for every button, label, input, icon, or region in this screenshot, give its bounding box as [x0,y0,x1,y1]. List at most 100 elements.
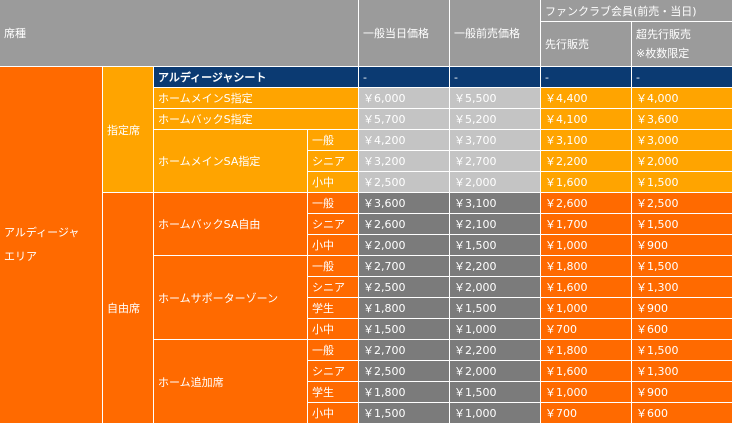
price-cell: - [450,67,541,88]
category-cell: シニア [308,151,359,172]
category-cell: 学生 [308,298,359,319]
price-cell: ￥1,500 [359,403,450,424]
price-cell: ￥900 [632,382,733,403]
category-cell: 小中 [308,403,359,424]
price-cell: ￥1,500 [632,172,733,193]
price-table: 席種 一般当日価格 一般前売価格 ファンクラブ会員(前売・当日) 先行販売 超先… [0,0,733,424]
category-cell: 小中 [308,172,359,193]
price-cell: ￥1,800 [359,298,450,319]
price-cell: ￥3,100 [541,130,632,151]
seat-home-supporter-zone: ホームサポーターゾーン [154,256,308,340]
price-cell: ￥2,000 [450,277,541,298]
seat-home-extra: ホーム追加席 [154,340,308,424]
area-label-line2: エリア [4,250,37,263]
price-cell: ￥2,200 [450,256,541,277]
price-cell: ￥2,500 [359,361,450,382]
price-cell: ￥1,500 [632,214,733,235]
price-cell: - [541,67,632,88]
price-cell: ￥1,500 [450,382,541,403]
header-general-advance-price: 一般前売価格 [450,0,541,67]
price-cell: ￥2,200 [541,151,632,172]
seat-home-back-sa: ホームバックSA自由 [154,193,308,256]
price-cell: ￥1,000 [450,319,541,340]
price-cell: ￥1,300 [632,277,733,298]
seat-home-main-s: ホームメインS指定 [154,88,359,109]
area-label: アルディージャ エリア [0,67,103,424]
price-cell: ￥4,200 [359,130,450,151]
price-cell: ￥1,800 [541,340,632,361]
price-cell: ￥2,700 [450,151,541,172]
price-cell: ￥5,700 [359,109,450,130]
header-limited-quantity-note: ※枚数限定 [636,47,690,60]
price-cell: ￥700 [541,319,632,340]
price-cell: ￥3,600 [632,109,733,130]
category-cell: 一般 [308,130,359,151]
category-cell: 小中 [308,235,359,256]
price-cell: ￥700 [541,403,632,424]
price-cell: ￥1,500 [359,319,450,340]
price-cell: ￥1,000 [541,235,632,256]
price-cell: ￥4,400 [541,88,632,109]
header-super-pre-sale-label: 超先行販売 [636,28,691,41]
header-fanclub: ファンクラブ会員(前売・当日) [541,0,733,22]
area-label-line1: アルディージャ [4,226,80,239]
price-cell: ￥3,600 [359,193,450,214]
seat-ardija: アルディージャシート [154,67,359,88]
category-cell: シニア [308,277,359,298]
price-cell: ￥2,600 [541,193,632,214]
category-cell: 一般 [308,193,359,214]
header-fanclub-pre-sale: 先行販売 [541,22,632,67]
price-cell: ￥2,000 [450,172,541,193]
category-cell: 学生 [308,382,359,403]
price-cell: ￥2,200 [450,340,541,361]
price-cell: ￥900 [632,298,733,319]
price-cell: - [359,67,450,88]
category-cell: 小中 [308,319,359,340]
price-cell: - [632,67,733,88]
price-cell: ￥1,800 [359,382,450,403]
price-cell: ￥5,200 [450,109,541,130]
price-cell: ￥2,500 [359,172,450,193]
price-cell: ￥2,000 [632,151,733,172]
price-cell: ￥2,600 [359,214,450,235]
group-free: 自由席 [103,193,154,424]
price-cell: ￥3,700 [450,130,541,151]
price-cell: ￥2,100 [450,214,541,235]
price-cell: ￥600 [632,403,733,424]
price-cell: ￥2,000 [359,235,450,256]
price-cell: ￥5,500 [450,88,541,109]
price-cell: ￥2,700 [359,340,450,361]
price-cell: ￥2,500 [632,193,733,214]
price-cell: ￥1,800 [541,256,632,277]
price-cell: ￥1,500 [450,235,541,256]
header-fanclub-super-pre-sale: 超先行販売 ※枚数限定 [632,22,733,67]
price-cell: ￥1,500 [450,298,541,319]
price-cell: ￥6,000 [359,88,450,109]
price-cell: ￥1,000 [450,403,541,424]
price-cell: ￥1,600 [541,361,632,382]
price-cell: ￥2,700 [359,256,450,277]
price-cell: ￥1,000 [541,298,632,319]
price-cell: ￥900 [632,235,733,256]
seat-home-main-sa: ホームメインSA指定 [154,130,308,193]
category-cell: シニア [308,214,359,235]
price-cell: ￥3,200 [359,151,450,172]
price-cell: ￥3,000 [632,130,733,151]
price-cell: ￥2,500 [359,277,450,298]
category-cell: シニア [308,361,359,382]
price-cell: ￥4,100 [541,109,632,130]
price-cell: ￥1,500 [632,256,733,277]
price-cell: ￥2,000 [450,361,541,382]
group-reserved: 指定席 [103,67,154,193]
price-cell: ￥4,000 [632,88,733,109]
price-cell: ￥1,000 [541,382,632,403]
price-cell: ￥1,600 [541,172,632,193]
price-cell: ￥1,600 [541,277,632,298]
price-cell: ￥1,300 [632,361,733,382]
seat-home-back-s: ホームバックS指定 [154,109,359,130]
category-cell: 一般 [308,340,359,361]
price-cell: ￥1,500 [632,340,733,361]
header-general-day-price: 一般当日価格 [359,0,450,67]
price-cell: ￥3,100 [450,193,541,214]
price-cell: ￥1,700 [541,214,632,235]
